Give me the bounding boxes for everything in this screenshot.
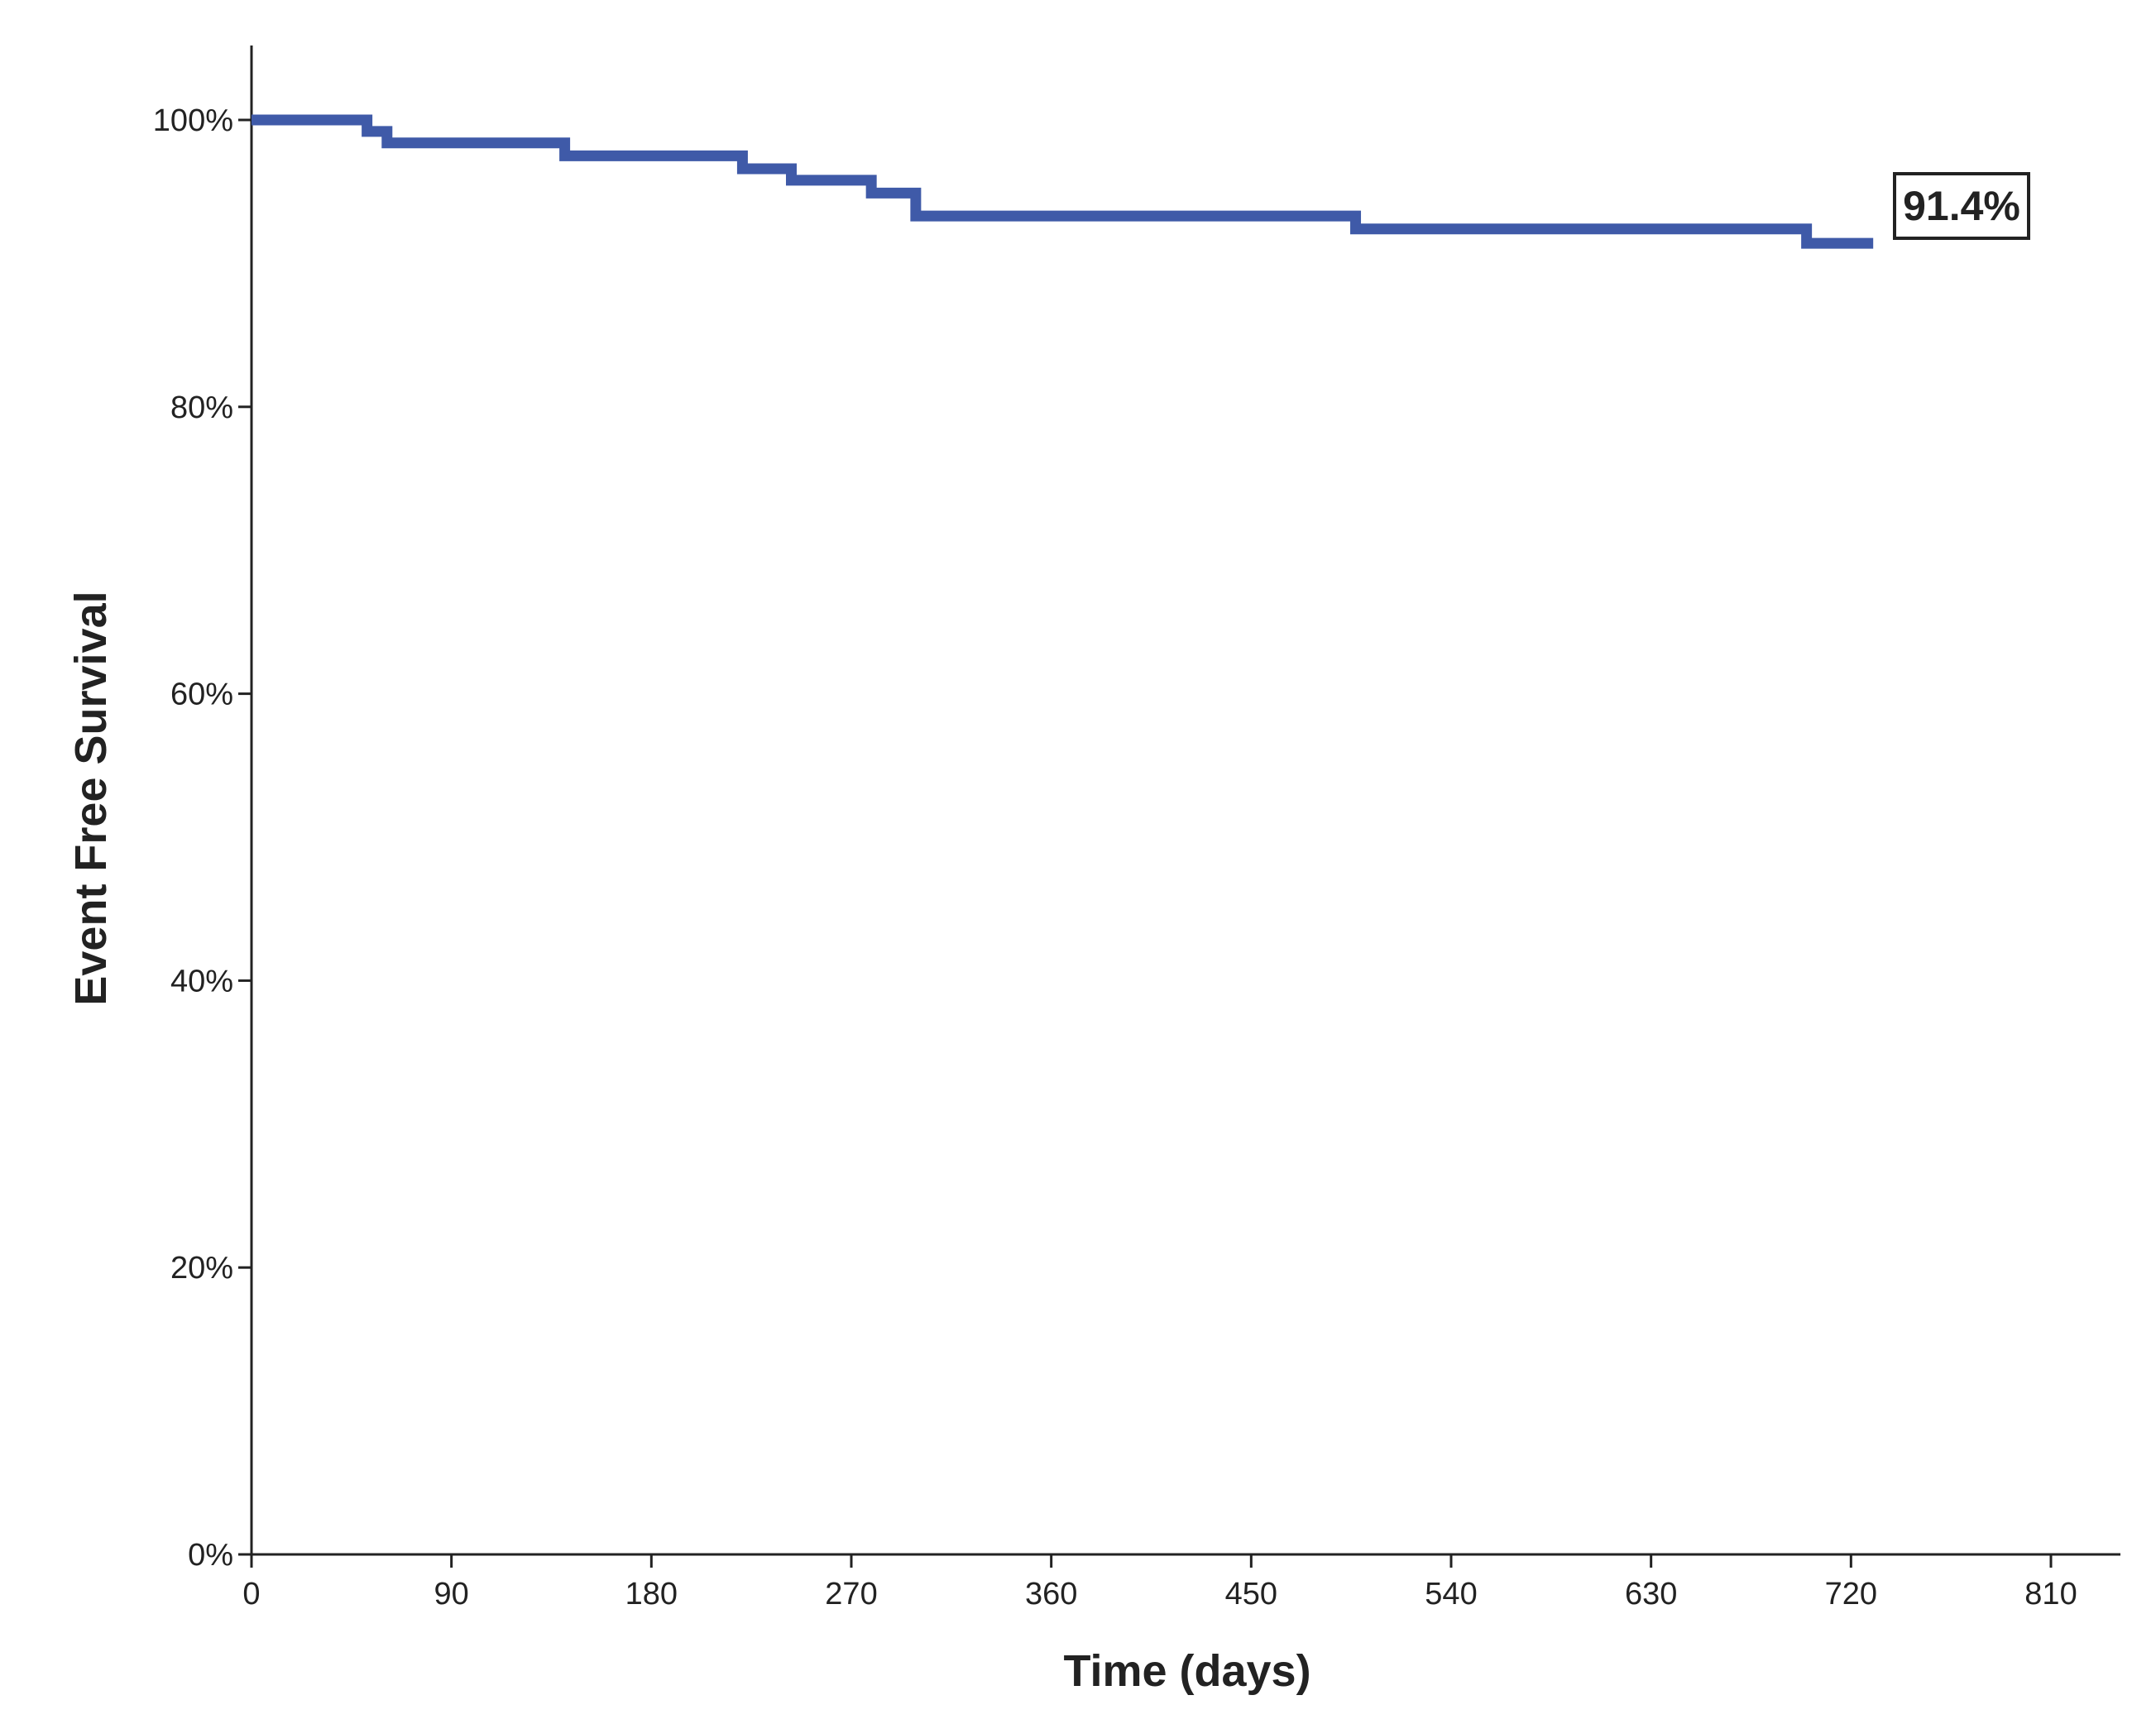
y-tick-label: 100% xyxy=(153,103,233,138)
x-tick-label: 540 xyxy=(1425,1577,1477,1611)
x-tick-label: 0 xyxy=(242,1577,260,1611)
x-tick-label: 630 xyxy=(1625,1577,1677,1611)
y-tick-label: 0% xyxy=(188,1538,233,1573)
x-tick-label: 90 xyxy=(434,1577,469,1611)
x-tick-label: 360 xyxy=(1025,1577,1077,1611)
x-tick-label: 720 xyxy=(1825,1577,1877,1611)
end-annotation-box xyxy=(1893,172,2030,240)
x-tick-label: 450 xyxy=(1225,1577,1277,1611)
y-tick-label: 20% xyxy=(170,1251,233,1286)
y-tick-label: 60% xyxy=(170,678,233,712)
x-tick-label: 270 xyxy=(825,1577,877,1611)
end-annotation: 91.4% xyxy=(1893,172,2030,240)
x-tick-label: 810 xyxy=(2024,1577,2077,1611)
series-layer xyxy=(252,114,1874,249)
y-axis-title: Event Free Survival xyxy=(66,591,116,1005)
y-tick-label: 40% xyxy=(170,964,233,998)
axes: 0 90 180 270 360 450 540 630 720 810 0% 20% 40% 60% 80… xyxy=(153,45,2120,1611)
end-annotation-label: 91.4% xyxy=(1903,183,2020,229)
x-axis-title: Time (days) xyxy=(1063,1646,1310,1696)
x-tick-label: 180 xyxy=(625,1577,678,1611)
survival-curve xyxy=(252,114,1874,249)
y-tick-label: 80% xyxy=(170,390,233,425)
